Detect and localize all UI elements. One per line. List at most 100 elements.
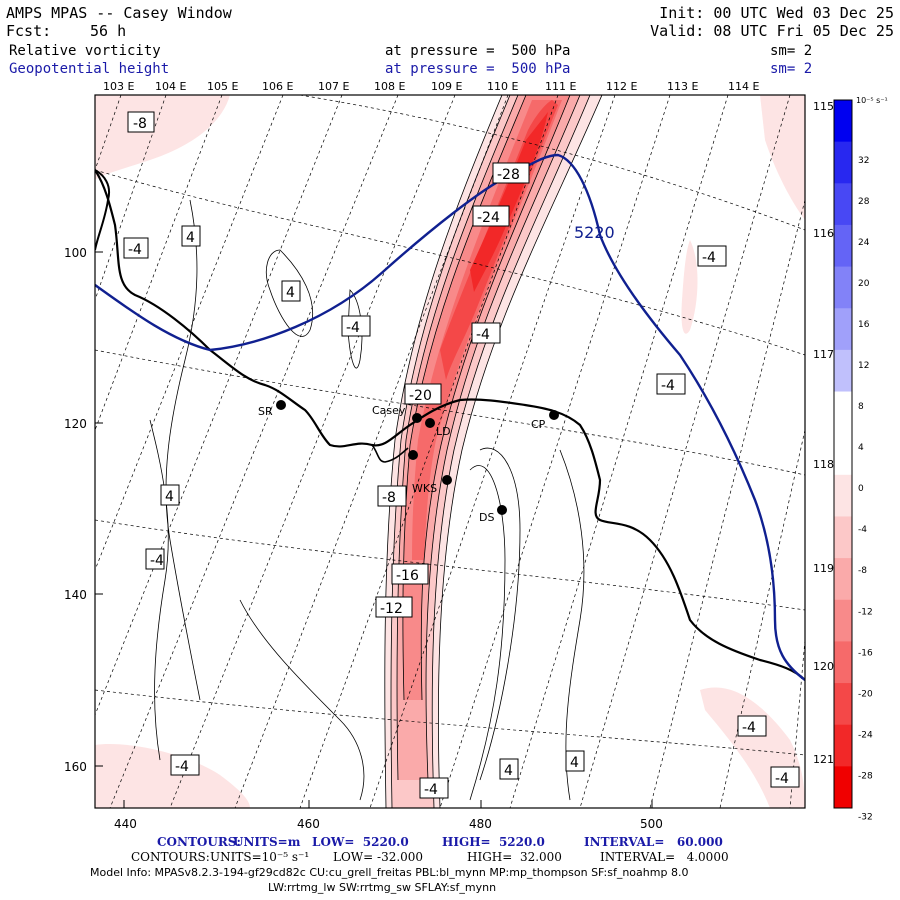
grid-y-labels: 100 120 140 160 [64, 246, 87, 774]
colorbar-swatch [834, 766, 852, 809]
colorbar-tick-label: 12 [858, 361, 869, 371]
svg-text:-20: -20 [409, 388, 432, 404]
svg-text:-12: -12 [380, 601, 403, 617]
colorbar-tick-label: 4 [858, 443, 864, 453]
vorticity-label-10: -28 [492, 162, 530, 184]
colorbar-tick-label: -4 [858, 525, 867, 535]
vorticity-patch-ne [760, 95, 805, 220]
vorticity-labels: -8 -4 4 4 -4 -4 -4 4 -4 -28 -24 -20 -16 … [123, 111, 800, 799]
vorticity-contours-units: UNITS=10⁻⁵ s⁻¹ [210, 850, 310, 864]
svg-text:-4: -4 [661, 378, 675, 394]
vorticity-label-21: -4 [770, 766, 800, 788]
svg-text:440: 440 [114, 817, 137, 831]
vorticity-label-11: -24 [472, 205, 510, 227]
svg-text:109 E: 109 E [431, 80, 462, 93]
forecast-label: Fcst: [6, 22, 52, 40]
colorbar-swatch [834, 599, 852, 642]
svg-text:108 E: 108 E [374, 80, 405, 93]
svg-text:4: 4 [165, 489, 174, 505]
vorticity-label-9: -4 [471, 322, 501, 344]
vorticity-label-17: 4 [499, 758, 519, 780]
station-marker-ld [425, 418, 435, 428]
valid-time: Valid: 08 UTC Fri 05 Dec 25 [650, 22, 894, 40]
svg-text:-4: -4 [128, 242, 142, 258]
field2-pressure: at pressure = 500 hPa [385, 61, 571, 77]
colorbar-swatch [834, 683, 852, 726]
svg-text:-4: -4 [476, 327, 490, 343]
map-frame [94, 94, 806, 809]
station-label-sr: SR [258, 405, 273, 418]
colorbar-tick-label: -16 [858, 648, 873, 658]
coastline-west [95, 169, 110, 251]
svg-text:-4: -4 [150, 553, 164, 569]
colorbar-tick-label: 16 [858, 320, 870, 330]
colorbar-swatch [834, 266, 852, 309]
station-marker-wks [442, 475, 452, 485]
vorticity-label-8: 4 [160, 484, 180, 506]
colorbar-tick-label: -12 [858, 607, 873, 617]
height-contours-label: CONTOURS: [157, 835, 241, 849]
field2-name: Geopotential height [9, 61, 170, 77]
init-time: Init: 00 UTC Wed 03 Dec 25 [659, 4, 894, 22]
svg-text:104 E: 104 E [155, 80, 186, 93]
vorticity-label-20: -4 [737, 715, 767, 737]
svg-text:106 E: 106 E [262, 80, 293, 93]
svg-text:4: 4 [504, 763, 513, 779]
height-contour-label: 5220 [574, 223, 615, 242]
station-label-cp: CP [531, 418, 546, 431]
colorbar-swatch [834, 349, 852, 393]
colorbar-swatch [834, 224, 852, 268]
colorbar-frame [833, 99, 853, 809]
svg-text:-4: -4 [175, 759, 189, 775]
vorticity-contours-high: HIGH= 32.000 [467, 850, 562, 864]
svg-text:4: 4 [286, 285, 295, 301]
svg-text:-4: -4 [424, 782, 438, 798]
colorbar-swatch [834, 641, 852, 684]
station-marker-cp [549, 410, 559, 420]
longitude-labels-top: 103 E 104 E 105 E 106 E 107 E 108 E 109 … [103, 80, 759, 93]
grid-x-labels: 440 460 480 500 [114, 817, 663, 831]
height-contours-units: UNITS=m [233, 835, 301, 849]
vorticity-label-18: 4 [565, 750, 585, 772]
svg-text:-8: -8 [133, 116, 147, 132]
vorticity-contours-label: CONTOURS: [131, 850, 210, 864]
svg-text:112 E: 112 E [606, 80, 637, 93]
station-label-ld: LD [436, 425, 451, 438]
svg-text:-24: -24 [477, 210, 500, 226]
vorticity-label-1: -8 [127, 111, 155, 133]
coastline-islands [371, 444, 409, 463]
height-contours-high: HIGH= 5220.0 [442, 835, 545, 849]
station-label-wks: WKS [412, 482, 437, 495]
model-info-line2: LW:rrtmg_lw SW:rrtmg_sw SFLAY:sf_mynn [268, 881, 497, 894]
colorbar-swatch [834, 516, 852, 559]
colorbar-tick-label: 24 [858, 238, 870, 248]
svg-text:140: 140 [64, 588, 87, 602]
colorbar-tick-label: 28 [858, 197, 870, 207]
colorbar-units: 10⁻⁵ s⁻¹ [856, 96, 888, 105]
svg-text:111 E: 111 E [545, 80, 576, 93]
vorticity-contours [149, 95, 603, 808]
field2-smoothing: sm= 2 [770, 61, 813, 77]
map-title: AMPS MPAS -- Casey Window [6, 4, 232, 22]
svg-text:-16: -16 [396, 568, 419, 584]
svg-text:460: 460 [297, 817, 320, 831]
colorbar-swatch [834, 724, 852, 767]
svg-text:103 E: 103 E [103, 80, 134, 93]
forecast-hours: 56 h [90, 22, 127, 40]
colorbar-swatch [834, 308, 852, 351]
svg-text:120: 120 [64, 417, 87, 431]
geopotential-height-contour [95, 153, 805, 681]
svg-text:4: 4 [186, 230, 195, 246]
colorbar-swatch [834, 141, 852, 184]
colorbar: 10⁻⁵ s⁻¹ 32 28 24 20 16 12 8 4 0 -4 -8 -12 -16 -20 -24… [833, 96, 888, 822]
vorticity-label-4: 4 [281, 280, 301, 302]
vorticity-contours-low: LOW= -32.000 [333, 850, 424, 864]
colorbar-swatch [834, 474, 852, 517]
colorbar-tick-label: 8 [858, 402, 864, 412]
vorticity-label-2: -4 [123, 237, 149, 259]
vorticity-band-level-4 [384, 95, 602, 808]
vorticity-patch-east [681, 240, 698, 334]
colorbar-tick-label: 20 [858, 279, 870, 289]
axis-ticks [95, 251, 653, 808]
